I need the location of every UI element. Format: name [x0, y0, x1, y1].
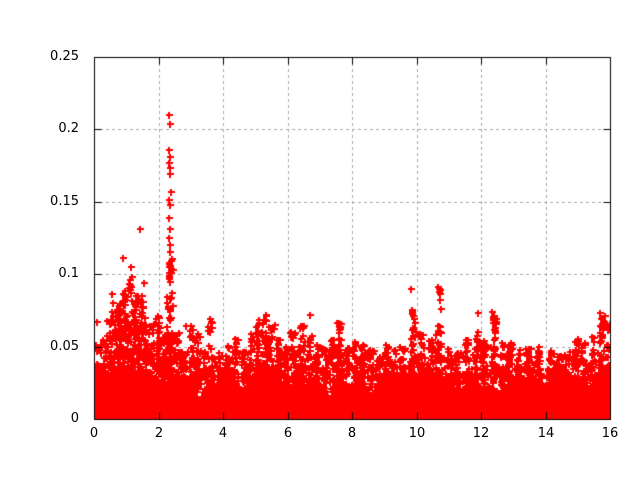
- y-tick-label: 0.2: [58, 121, 79, 136]
- x-tick-label: 12: [472, 426, 490, 441]
- x-tick-label: 0: [89, 426, 99, 441]
- x-tick-label: 8: [347, 426, 357, 441]
- y-tick-label: 0.1: [58, 266, 79, 281]
- y-tick-label: 0.15: [50, 194, 79, 209]
- y-tick-label: 0.25: [50, 49, 79, 64]
- x-tick-label: 4: [218, 426, 228, 441]
- x-tick-label: 2: [154, 426, 164, 441]
- x-tick-label: 10: [408, 426, 426, 441]
- y-tick-label: 0.05: [50, 339, 79, 354]
- x-tick-label: 6: [283, 426, 293, 441]
- x-tick-label: 16: [601, 426, 619, 441]
- x-tick-label: 14: [537, 426, 555, 441]
- y-tick-label: 0: [70, 411, 79, 426]
